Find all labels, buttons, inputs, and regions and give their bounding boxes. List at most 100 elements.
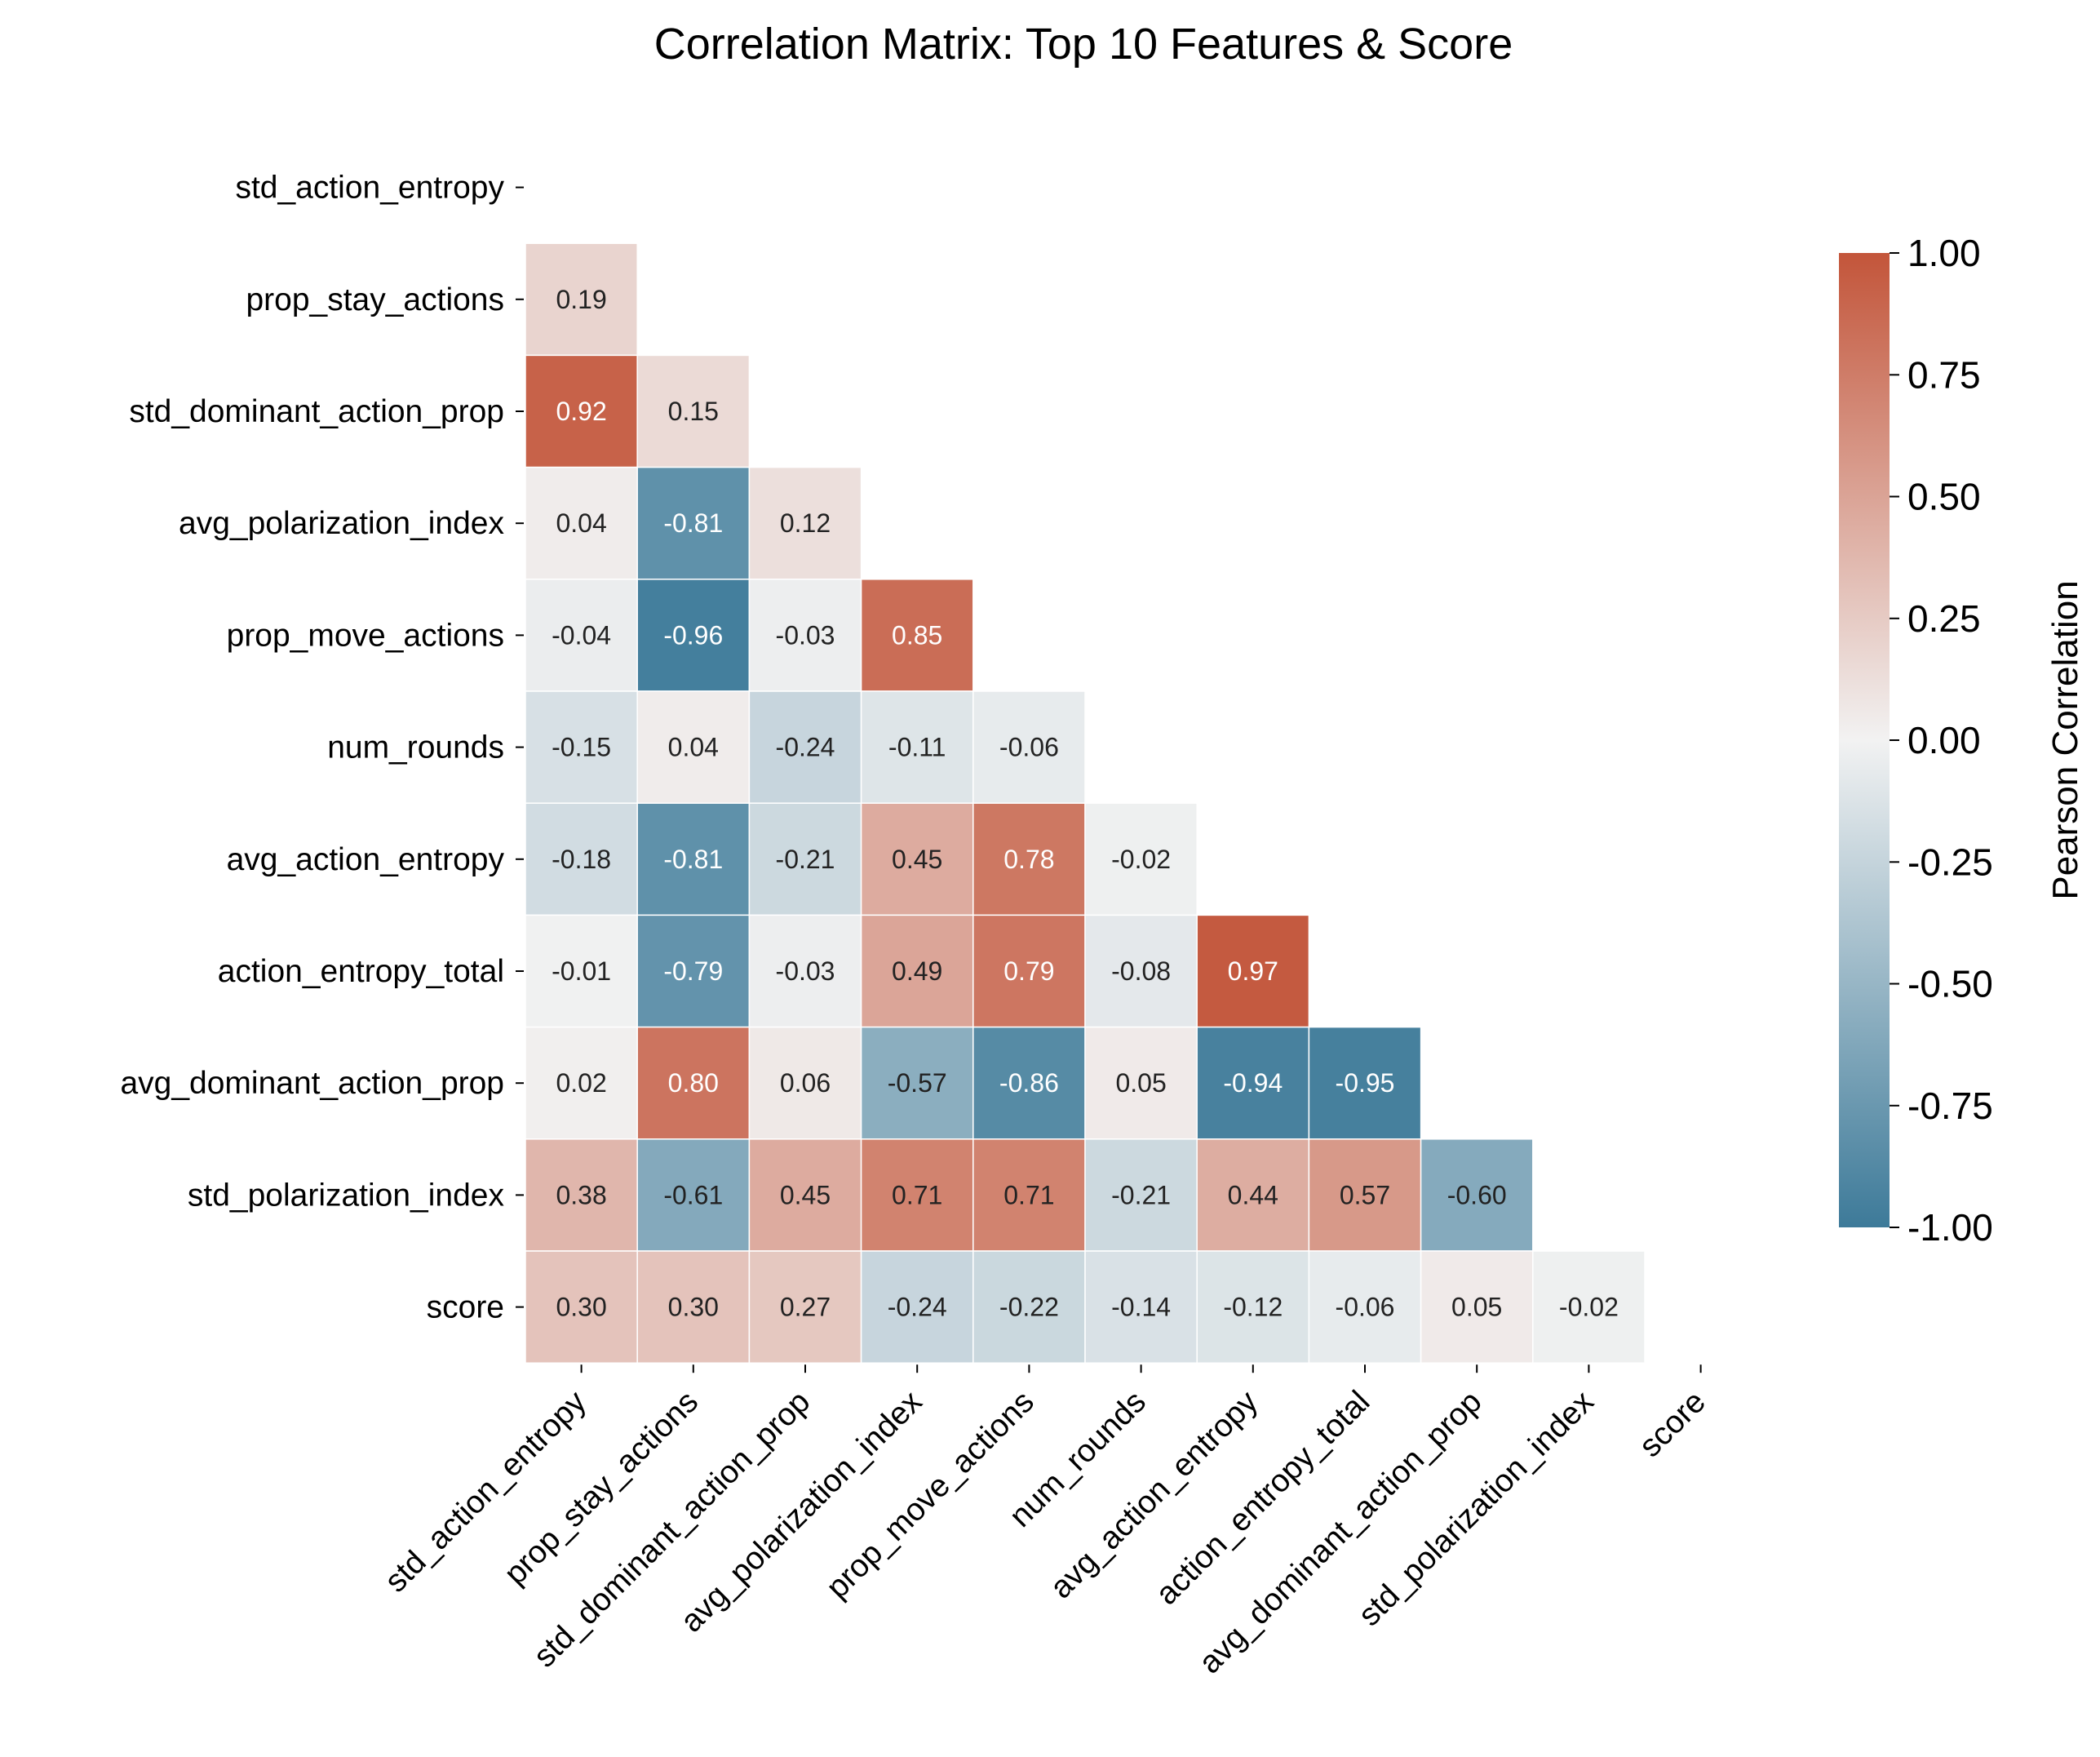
heatmap-cell-avg_dominant_action_prop-num_rounds [1084,1026,1198,1140]
cell-value-label: -0.08 [1111,956,1171,986]
cell-value-label: -0.61 [663,1180,723,1209]
heatmap-cell-std_polarization_index-avg_dominant_action_prop [1420,1138,1534,1252]
cell-value-label: 0.05 [1115,1068,1166,1098]
cell-value-label: 0.92 [556,397,606,426]
heatmap-cell-labels: 0.19 0.92 0.15 0.04 -0.81 0.12 -0.04 -0.96 -0.03… [552,285,1619,1322]
cell-value-label: 0.44 [1228,1180,1278,1209]
cell-value-label: 0.06 [780,1068,831,1098]
cell-value-label: 0.38 [556,1180,606,1209]
heatmap-cell-avg_dominant_action_prop-std_dominant_action_prop [748,1026,862,1140]
heatmap-cell-avg_action_entropy-prop_move_actions [972,802,1086,916]
chart-title: Correlation Matrix: Top 10 Features & Sc… [654,20,1513,69]
heatmap-cell-prop_move_actions-std_dominant_action_prop [748,579,862,692]
y-tick-label: avg_dominant_action_prop [120,1066,504,1101]
cell-value-label: 0.19 [556,285,606,314]
y-tick-label: std_polarization_index [188,1178,505,1213]
heatmap-cell-avg_dominant_action_prop-std_action_entropy [525,1026,638,1140]
heatmap-cell-num_rounds-prop_move_actions [972,690,1086,804]
heatmap-cell-avg_dominant_action_prop-action_entropy_total [1308,1026,1422,1140]
heatmap-cell-avg_dominant_action_prop-prop_move_actions [972,1026,1086,1140]
cell-value-label: 0.45 [780,1180,831,1209]
cell-value-label: 0.04 [556,508,606,538]
colorbar-gradient [1839,253,1890,1227]
heatmap-cell-action_entropy_total-avg_action_entropy [1196,914,1310,1028]
heatmap-cell-prop_move_actions-avg_polarization_index [860,579,974,692]
heatmap-cell-avg_action_entropy-avg_polarization_index [860,802,974,916]
colorbar-tick-label: 0.75 [1907,353,1981,396]
y-tick-label: avg_polarization_index [179,506,504,541]
heatmap-cell-prop_move_actions-std_action_entropy [525,579,638,692]
cell-value-label: -0.86 [999,1068,1059,1098]
colorbar-tick-label: 0.25 [1907,597,1981,640]
cell-value-label: -0.12 [1223,1293,1283,1322]
cell-value-label: -0.81 [663,508,723,538]
cell-value-label: 0.78 [1003,845,1054,874]
heatmap-cell-score-prop_stay_actions [636,1250,751,1364]
cell-value-label: -0.06 [1336,1293,1395,1322]
cell-value-label: -0.96 [663,620,723,650]
heatmap-cell-action_entropy_total-prop_move_actions [972,914,1086,1028]
heatmap-cell-std_polarization_index-prop_move_actions [972,1138,1086,1252]
cell-value-label: -0.21 [776,845,835,874]
y-tick-label: action_entropy_total [218,954,504,989]
cell-value-label: 0.79 [1003,956,1054,986]
cell-value-label: -0.24 [888,1293,947,1322]
cell-value-label: -0.02 [1111,845,1171,874]
heatmap-cell-num_rounds-prop_stay_actions [636,690,751,804]
cell-value-label: -0.24 [776,733,835,762]
cell-value-label: -0.57 [888,1068,947,1098]
y-tick-label: prop_stay_actions [246,282,504,317]
heatmap-cell-std_polarization_index-num_rounds [1084,1138,1198,1252]
cell-value-label: 0.30 [668,1293,719,1322]
heatmap-cell-score-std_dominant_action_prop [748,1250,862,1364]
cell-value-label: 0.02 [556,1068,606,1098]
cell-value-label: 0.45 [892,845,942,874]
heatmap-cell-score-avg_polarization_index [860,1250,974,1364]
cell-value-label: -0.04 [552,620,611,650]
cell-value-label: -0.81 [663,845,723,874]
heatmap-cell-std_polarization_index-avg_action_entropy [1196,1138,1310,1252]
colorbar-tick-label: 0.00 [1907,719,1981,761]
y-tick-label: std_dominant_action_prop [129,394,504,429]
heatmap-cell-score-std_action_entropy [525,1250,638,1364]
heatmap-cell-avg_action_entropy-std_dominant_action_prop [748,802,862,916]
colorbar-tick-label: -0.25 [1907,841,1993,883]
colorbar-label: Pearson Correlation [2045,580,2085,899]
cell-value-label: -0.79 [663,956,723,986]
y-tick-label: std_action_entropy [235,171,504,206]
heatmap-cell-prop_move_actions-prop_stay_actions [636,579,751,692]
heatmap-cell-avg_action_entropy-std_action_entropy [525,802,638,916]
y-axis: std_action_entropy prop_stay_actions std_d… [120,171,524,1325]
heatmap-cell-std_polarization_index-std_dominant_action_prop [748,1138,862,1252]
cell-value-label: 0.49 [892,956,942,986]
colorbar-tick-label: -1.00 [1907,1206,1993,1249]
heatmap-cell-std_dominant_action_prop-prop_stay_actions [636,354,751,468]
heatmap-cell-std_dominant_action_prop-std_action_entropy [525,354,638,468]
heatmap-cell-avg_dominant_action_prop-avg_action_entropy [1196,1026,1310,1140]
heatmap-cell-action_entropy_total-std_action_entropy [525,914,638,1028]
heatmap-cell-action_entropy_total-std_dominant_action_prop [748,914,862,1028]
cell-value-label: -0.60 [1447,1180,1507,1209]
cell-value-label: 0.71 [1003,1180,1054,1209]
cell-value-label: -0.11 [888,733,946,762]
cell-value-label: -0.06 [999,733,1059,762]
cell-value-label: -0.03 [776,620,835,650]
colorbar-tick-label: 1.00 [1907,232,1981,274]
cell-value-label: 0.30 [556,1293,606,1322]
cell-value-label: -0.21 [1111,1180,1171,1209]
heatmap-cell-prop_stay_actions-std_action_entropy [525,242,638,357]
cell-value-label: -0.18 [552,845,611,874]
heatmap-cell-std_polarization_index-action_entropy_total [1308,1138,1422,1252]
y-tick-label: num_rounds [327,730,504,765]
cell-value-label: 0.12 [780,508,831,538]
cell-value-label: 0.27 [780,1293,831,1322]
cell-value-label: 0.05 [1451,1293,1502,1322]
cell-value-label: 0.85 [892,620,942,650]
cell-value-label: -0.22 [999,1293,1059,1322]
y-tick-label: avg_action_entropy [227,842,505,877]
heatmap-cell-num_rounds-avg_polarization_index [860,690,974,804]
heatmap-cell-std_polarization_index-prop_stay_actions [636,1138,751,1252]
cell-value-label: 0.57 [1340,1180,1390,1209]
cell-value-label: 0.80 [668,1068,719,1098]
